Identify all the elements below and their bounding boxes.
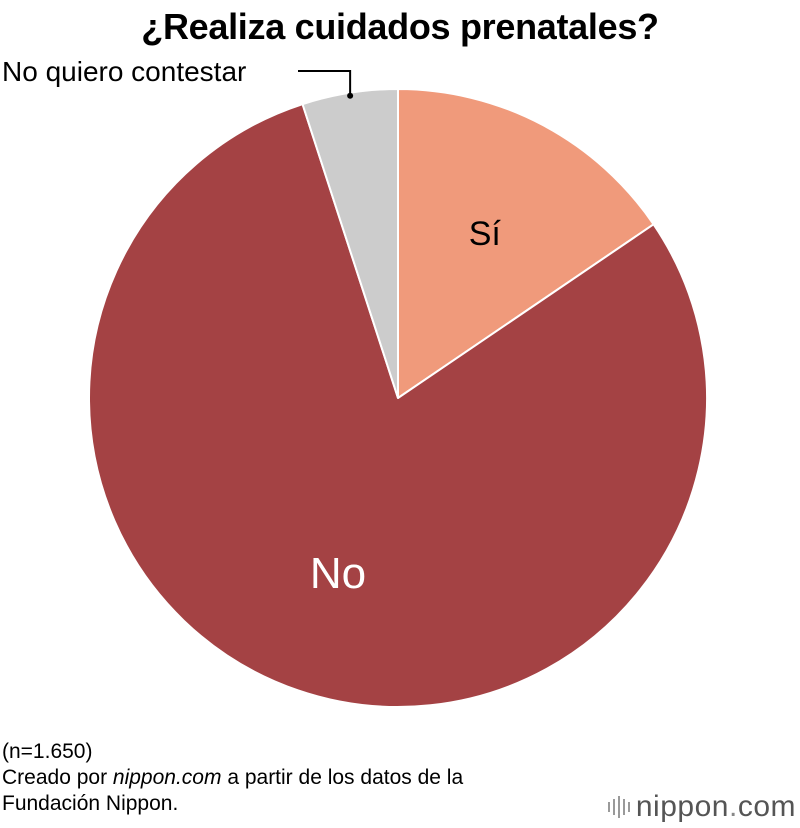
- logo-tld: com: [737, 790, 796, 823]
- pie-slice-si: [397, 88, 655, 399]
- pie-slices: [88, 88, 708, 709]
- sample-size-note: (n=1.650): [2, 740, 93, 763]
- logo-name: nippon: [635, 790, 729, 823]
- logo-text: nippon.com: [636, 790, 796, 824]
- logo-dot: .: [728, 790, 738, 823]
- source-suffix: a partir de los datos de la: [221, 766, 464, 789]
- pie-labels: Sí No No quiero contestar: [2, 56, 501, 598]
- chart-title: ¿Realiza cuidados prenatales?: [141, 6, 659, 47]
- slice-label-si: Sí: [469, 215, 502, 253]
- logo-bars-icon: [607, 794, 630, 820]
- source-note-line2: Fundación Nippon.: [2, 792, 179, 815]
- chart-footer: (n=1.650) Creado por nippon.com a partir…: [2, 739, 463, 817]
- source-site: nippon.com: [112, 766, 222, 789]
- pie-slice-no: [88, 103, 708, 709]
- nippon-logo: nippon.com: [607, 790, 796, 824]
- source-prefix: Creado por: [2, 766, 113, 789]
- source-note-line1: Creado por nippon.com a partir de los da…: [2, 765, 463, 791]
- slice-label-no: No: [310, 549, 366, 598]
- callout-line: [298, 70, 352, 96]
- slice-label-no-quiero-contestar: No quiero contestar: [2, 56, 246, 87]
